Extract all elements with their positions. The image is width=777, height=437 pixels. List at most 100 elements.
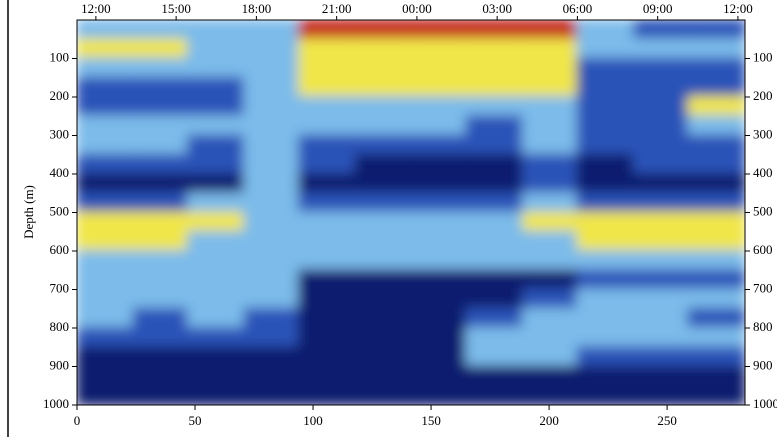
heatmap-cell <box>633 365 690 387</box>
heatmap-cell <box>243 307 300 329</box>
heatmap-cell <box>243 365 300 387</box>
heatmap-cell <box>77 57 135 79</box>
heatmap-cell <box>687 20 745 41</box>
heatmap-cell <box>411 96 468 118</box>
heatmap-cell <box>411 346 468 368</box>
x2-tick-label: 12:00 <box>81 1 111 16</box>
heatmap-cell <box>186 20 246 41</box>
y-tick-label: 900 <box>50 357 70 372</box>
heatmap-cell <box>576 192 636 214</box>
heatmap-cell <box>354 153 414 175</box>
heatmap-cell <box>243 230 300 252</box>
heatmap-cell <box>576 96 636 118</box>
heatmap-cell <box>522 115 579 137</box>
heatmap-cell <box>132 57 189 79</box>
heatmap-cell <box>633 269 690 291</box>
heatmap-cell <box>77 384 135 405</box>
heatmap-cell <box>186 211 246 233</box>
heatmap <box>77 20 745 405</box>
heatmap-cell <box>132 115 189 137</box>
x2-tick-label: 18:00 <box>242 1 272 16</box>
heatmap-cell <box>243 153 300 175</box>
x2-tick-label: 12:00 <box>723 1 753 16</box>
heatmap-cell <box>687 384 745 405</box>
heatmap-cell <box>186 307 246 329</box>
heatmap-cell <box>465 384 525 405</box>
heatmap-cell <box>522 20 579 41</box>
heatmap-cell <box>243 250 300 272</box>
heatmap-cell <box>243 134 300 156</box>
heatmap-cell <box>576 250 636 272</box>
heatmap-cell <box>522 38 579 60</box>
heatmap-cell <box>186 346 246 368</box>
heatmap-cell <box>522 384 579 405</box>
heatmap-cell <box>687 134 745 156</box>
heatmap-cell <box>132 134 189 156</box>
heatmap-cell <box>77 288 135 310</box>
heatmap-cell <box>354 365 414 387</box>
heatmap-cell <box>465 288 525 310</box>
y2-tick-label: 1000 <box>753 396 777 411</box>
heatmap-cell <box>465 115 525 137</box>
heatmap-cell <box>297 57 357 79</box>
heatmap-cell <box>576 211 636 233</box>
heatmap-cell <box>411 173 468 195</box>
heatmap-cell <box>354 96 414 118</box>
heatmap-cell <box>354 288 414 310</box>
heatmap-cell <box>522 134 579 156</box>
y-tick-label: 200 <box>50 88 70 103</box>
heatmap-cell <box>186 96 246 118</box>
heatmap-cell <box>633 384 690 405</box>
x-tick-label: 200 <box>539 413 559 428</box>
heatmap-cell <box>354 38 414 60</box>
y2-tick-label: 300 <box>753 126 773 141</box>
heatmap-cell <box>132 327 189 349</box>
heatmap-cell <box>522 230 579 252</box>
y2-tick-label: 900 <box>753 357 773 372</box>
heatmap-cell <box>186 365 246 387</box>
y2-tick-label: 400 <box>753 165 773 180</box>
heatmap-cell <box>77 115 135 137</box>
heatmap-cell <box>132 211 189 233</box>
heatmap-cell <box>297 96 357 118</box>
heatmap-cell <box>576 153 636 175</box>
heatmap-cell <box>132 365 189 387</box>
heatmap-cell <box>687 96 745 118</box>
heatmap-cell <box>576 327 636 349</box>
heatmap-cell <box>243 76 300 98</box>
heatmap-cell <box>687 230 745 252</box>
heatmap-cell <box>132 230 189 252</box>
heatmap-cell <box>411 115 468 137</box>
heatmap-cell <box>411 76 468 98</box>
heatmap-cell <box>186 76 246 98</box>
heatmap-cell <box>297 153 357 175</box>
heatmap-cell <box>297 250 357 272</box>
heatmap-cell <box>465 365 525 387</box>
heatmap-cell <box>576 173 636 195</box>
heatmap-cell <box>186 57 246 79</box>
x2-tick-label: 03:00 <box>482 1 512 16</box>
heatmap-cell <box>633 20 690 41</box>
heatmap-cell <box>77 134 135 156</box>
y2-tick-label: 200 <box>753 88 773 103</box>
heatmap-cell <box>633 250 690 272</box>
heatmap-cell <box>633 173 690 195</box>
heatmap-cell <box>522 192 579 214</box>
heatmap-cell <box>77 230 135 252</box>
heatmap-cell <box>687 307 745 329</box>
heatmap-cell <box>132 76 189 98</box>
heatmap-cell <box>633 192 690 214</box>
heatmap-cell <box>354 327 414 349</box>
heatmap-field <box>77 20 745 405</box>
heatmap-cell <box>297 76 357 98</box>
heatmap-cell <box>576 346 636 368</box>
heatmap-cell <box>186 192 246 214</box>
heatmap-cell <box>297 230 357 252</box>
heatmap-cell <box>243 346 300 368</box>
heatmap-cell <box>297 307 357 329</box>
heatmap-cell <box>633 115 690 137</box>
heatmap-cell <box>465 76 525 98</box>
heatmap-cell <box>354 20 414 41</box>
heatmap-cell <box>522 76 579 98</box>
heatmap-cell <box>77 346 135 368</box>
